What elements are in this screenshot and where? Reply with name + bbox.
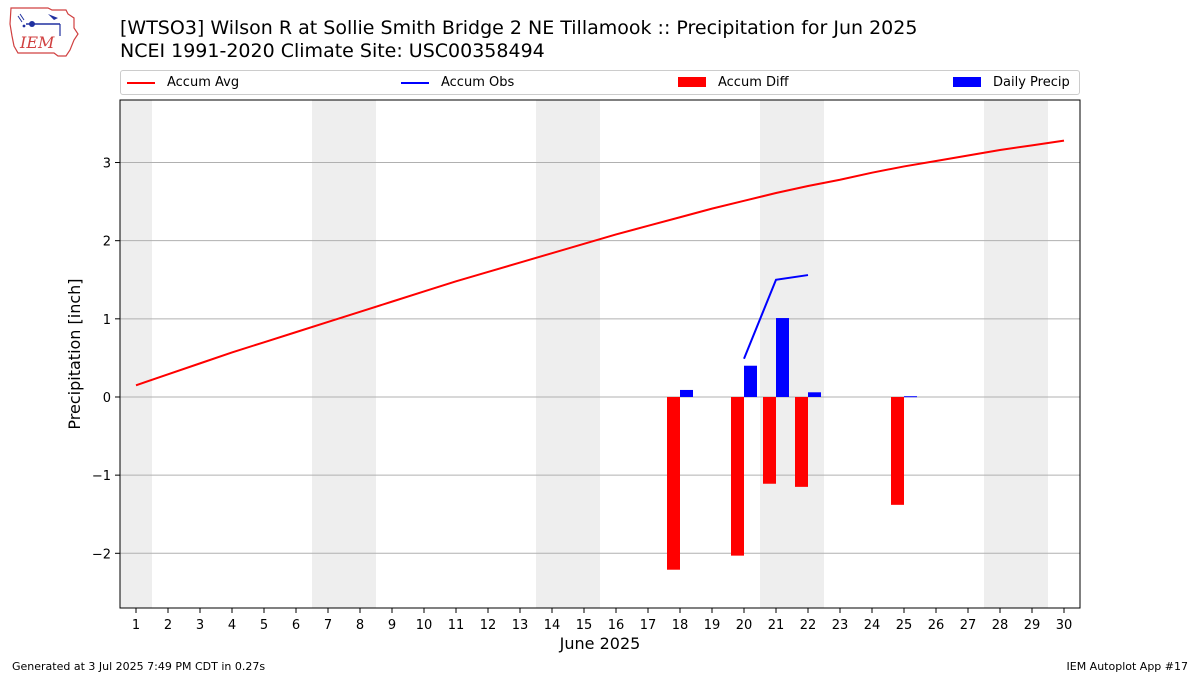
x-tick-label-13: 13 — [512, 618, 529, 633]
bar-daily-precip-21 — [776, 318, 789, 397]
weekend-shade-4 — [984, 100, 1048, 608]
chart-legend: Accum Avg Accum Obs Accum Diff Daily Pre… — [120, 70, 1080, 95]
x-tick-label-18: 18 — [672, 618, 689, 633]
x-tick-label-5: 5 — [260, 618, 268, 633]
line-accum-obs — [743, 274, 809, 360]
y-tick-label--2: −2 — [92, 547, 111, 562]
x-tick-label-16: 16 — [608, 618, 625, 633]
weekend-shade-3 — [760, 100, 824, 608]
x-tick-label-29: 29 — [1024, 618, 1041, 633]
bar-daily-precip-22 — [808, 392, 821, 397]
x-tick-label-2: 2 — [164, 618, 172, 633]
x-tick-label-30: 30 — [1056, 618, 1073, 633]
x-tick-label-10: 10 — [416, 618, 433, 633]
x-axis-label: June 2025 — [559, 634, 641, 653]
y-tick-label--1: −1 — [92, 469, 111, 484]
footer-app: IEM Autoplot App #17 — [1066, 660, 1189, 673]
x-tick-label-6: 6 — [292, 618, 300, 633]
legend-swatch-daily-precip — [953, 77, 981, 87]
x-tick-label-8: 8 — [356, 618, 364, 633]
x-tick-label-3: 3 — [196, 618, 204, 633]
legend-label-accum-avg: Accum Avg — [167, 75, 240, 90]
x-tick-label-17: 17 — [640, 618, 657, 633]
bar-daily-precip-25 — [904, 396, 917, 398]
x-tick-label-9: 9 — [388, 618, 396, 633]
x-tick-label-4: 4 — [228, 618, 236, 633]
bar-daily-precip-20 — [744, 365, 757, 397]
y-tick-label-1: 1 — [103, 313, 111, 328]
legend-label-daily-precip: Daily Precip — [993, 75, 1070, 90]
x-tick-label-26: 26 — [928, 618, 945, 633]
legend-swatch-accum-diff — [678, 77, 706, 87]
chart-title: [WTSO3] Wilson R at Sollie Smith Bridge … — [120, 17, 918, 39]
bar-accum-diff-25 — [891, 396, 904, 505]
bar-accum-diff-21 — [763, 396, 776, 484]
x-tick-label-24: 24 — [864, 618, 881, 633]
bar-accum-diff-22 — [795, 396, 808, 487]
y-tick-label-3: 3 — [103, 157, 111, 172]
legend-swatch-accum-obs — [401, 82, 429, 84]
legend-label-accum-diff: Accum Diff — [718, 75, 789, 90]
logo-text: IEM — [19, 33, 55, 52]
x-tick-label-14: 14 — [544, 618, 561, 633]
x-tick-label-21: 21 — [768, 618, 785, 633]
x-tick-label-27: 27 — [960, 618, 977, 633]
bar-accum-diff-20 — [731, 396, 744, 556]
plot-frame — [119, 99, 1081, 609]
iem-logo: IEM — [9, 7, 79, 57]
line-accum-avg — [135, 139, 1065, 387]
x-tick-label-7: 7 — [324, 618, 332, 633]
y-tick-label-0: 0 — [103, 391, 111, 406]
x-tick-label-15: 15 — [576, 618, 593, 633]
x-tick-label-11: 11 — [448, 618, 465, 633]
x-tick-label-1: 1 — [132, 618, 140, 633]
legend-swatch-accum-avg — [127, 82, 155, 84]
bar-accum-diff-18 — [667, 396, 680, 570]
x-tick-label-19: 19 — [704, 618, 721, 633]
x-tick-label-25: 25 — [896, 618, 913, 633]
y-tick-label-2: 2 — [103, 235, 111, 250]
x-tick-label-28: 28 — [992, 618, 1009, 633]
weekend-shade-2 — [536, 100, 600, 608]
x-tick-label-23: 23 — [832, 618, 849, 633]
x-tick-label-22: 22 — [800, 618, 817, 633]
bar-daily-precip-18 — [680, 389, 693, 397]
weekend-shade-1 — [312, 100, 376, 608]
chart-subtitle: NCEI 1991-2020 Climate Site: USC00358494 — [120, 40, 545, 62]
y-axis-label: Precipitation [inch] — [65, 278, 84, 429]
legend-label-accum-obs: Accum Obs — [441, 75, 515, 90]
x-tick-label-20: 20 — [736, 618, 753, 633]
footer-generated: Generated at 3 Jul 2025 7:49 PM CDT in 0… — [12, 660, 266, 673]
x-tick-label-12: 12 — [480, 618, 497, 633]
weekend-shade-0 — [120, 100, 152, 608]
